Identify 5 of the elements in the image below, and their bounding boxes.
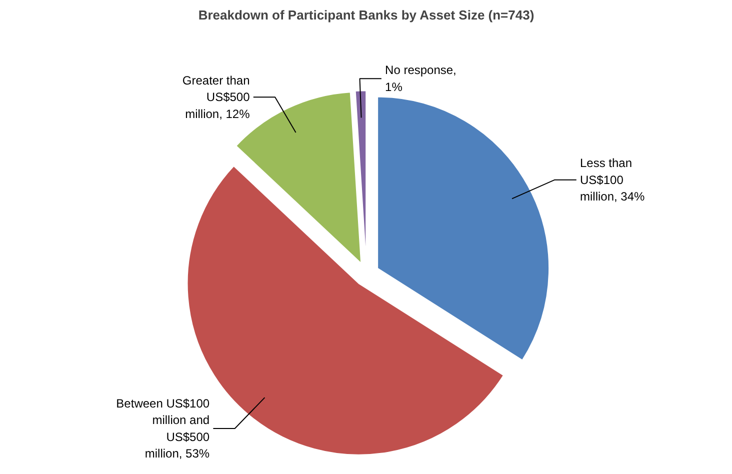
chart-title: Breakdown of Participant Banks by Asset Size (n=743)	[198, 8, 534, 22]
slice-label: Less than US$100 million, 34%	[580, 156, 646, 204]
slice-label: No response, 1%	[385, 63, 456, 94]
slice-label: Between US$100 million and US$500 million, 53%	[116, 396, 210, 461]
slice-label: Greater than US$500 million, 12%	[182, 73, 250, 121]
